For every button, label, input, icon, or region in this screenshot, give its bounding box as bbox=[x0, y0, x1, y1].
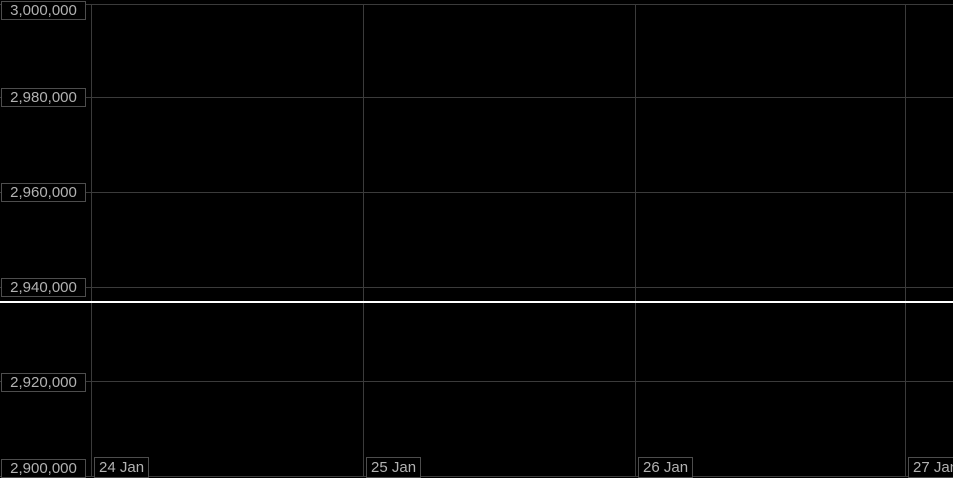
x-axis-label: 27 Jan bbox=[908, 457, 953, 478]
gridline-horizontal bbox=[0, 287, 953, 288]
y-axis-label: 2,960,000 bbox=[1, 183, 86, 202]
gridline-vertical bbox=[91, 4, 92, 476]
x-axis-label: 25 Jan bbox=[366, 457, 422, 478]
gridline-vertical bbox=[905, 4, 906, 476]
y-axis-label: 2,980,000 bbox=[1, 88, 86, 107]
series-line bbox=[0, 301, 953, 303]
y-axis-label: 2,920,000 bbox=[1, 373, 86, 392]
gridline-horizontal bbox=[0, 476, 953, 477]
x-axis-label: 24 Jan bbox=[94, 457, 150, 478]
gridline-vertical bbox=[635, 4, 636, 476]
gridline-horizontal bbox=[0, 4, 953, 5]
gridline-horizontal bbox=[0, 381, 953, 382]
y-axis-label: 2,900,000 bbox=[1, 459, 86, 478]
gridline-horizontal bbox=[0, 192, 953, 193]
gridline-vertical bbox=[363, 4, 364, 476]
y-axis-label: 2,940,000 bbox=[1, 278, 86, 297]
y-axis-label: 3,000,000 bbox=[1, 1, 86, 20]
x-axis-label: 26 Jan bbox=[638, 457, 694, 478]
gridline-horizontal bbox=[0, 97, 953, 98]
